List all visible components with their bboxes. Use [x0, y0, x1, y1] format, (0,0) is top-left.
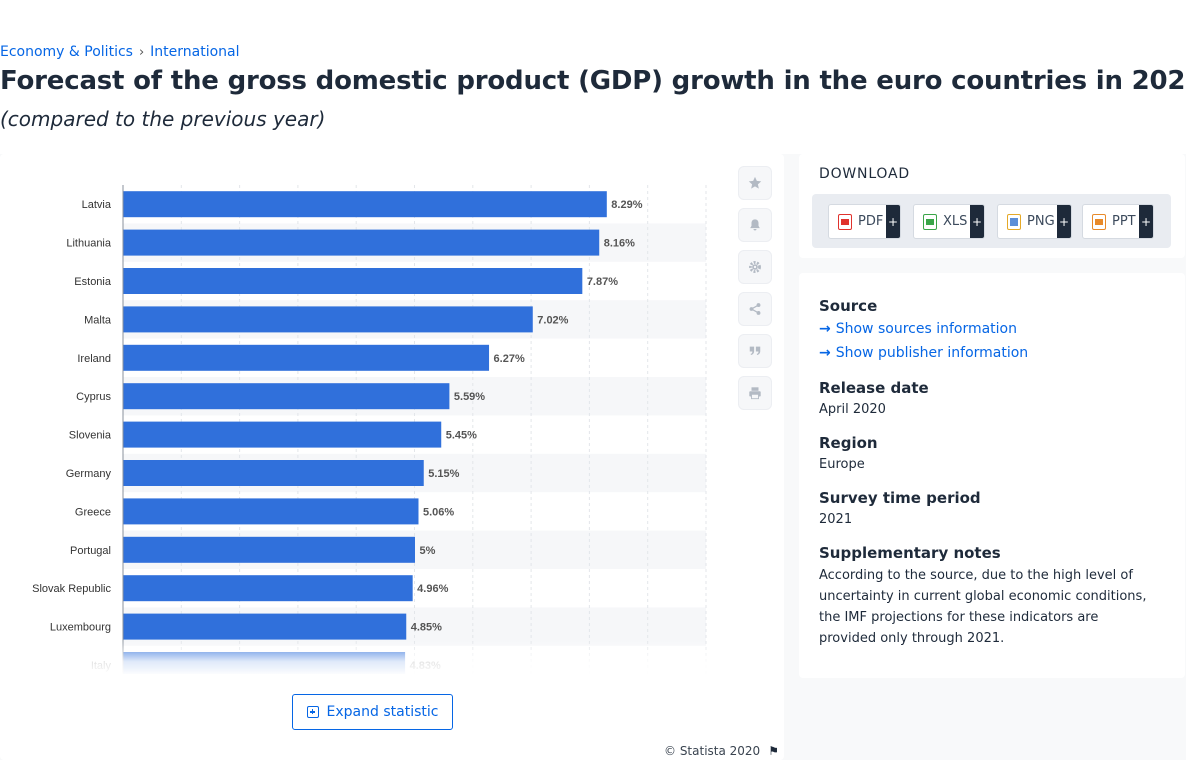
source-heading: Source	[819, 297, 878, 315]
bar-chart: Latvia 8.29% Lithuania 8.16% Estonia 7.87% Mal…	[32, 185, 707, 674]
breadcrumb: Economy & Politics › International	[0, 44, 240, 60]
category-label: Italy	[91, 660, 112, 672]
bar-slovenia	[123, 421, 442, 448]
supplementary-notes-text: According to the source, due to the high…	[819, 568, 1147, 646]
data-label: 7.87%	[587, 276, 618, 288]
top-bar	[0, 0, 1186, 38]
category-label: Ireland	[77, 353, 111, 365]
download-title: DOWNLOAD	[819, 166, 910, 182]
download-ppt-button[interactable]: PPT +	[1082, 204, 1154, 239]
data-label: 4.96%	[417, 583, 448, 595]
chart-toolbar	[738, 166, 772, 418]
bar-lithuania	[123, 229, 600, 256]
copyright: © Statista 2020 ⚑	[664, 744, 779, 758]
data-label: 5%	[420, 545, 436, 557]
page-title: Forecast of the gross domestic product (…	[0, 66, 1186, 96]
category-label: Germany	[66, 468, 112, 480]
expand-statistic-label: Expand statistic	[326, 704, 439, 720]
chart-card: Latvia 8.29% Lithuania 8.16% Estonia 7.87% Mal…	[0, 154, 784, 760]
bar-greece	[123, 498, 419, 525]
page-header	[0, 38, 1186, 154]
show-sources-link[interactable]: → Show sources information	[819, 321, 1017, 337]
bar-italy	[123, 652, 406, 674]
star-icon[interactable]	[738, 166, 772, 200]
page-subtitle: (compared to the previous year)	[0, 107, 326, 131]
show-sources-label: Show sources information	[835, 321, 1017, 337]
download-png-button[interactable]: PNG +	[997, 204, 1072, 239]
data-label: 7.02%	[537, 314, 568, 326]
bell-icon[interactable]	[738, 208, 772, 242]
category-label: Malta	[84, 314, 112, 326]
ppt-file-icon	[1092, 213, 1106, 230]
breadcrumb-item-economy[interactable]: Economy & Politics	[0, 44, 133, 60]
data-label: 5.15%	[428, 468, 459, 480]
data-label: 5.59%	[454, 391, 485, 403]
xls-file-icon	[923, 213, 937, 230]
breadcrumb-separator: ›	[138, 44, 145, 60]
expand-statistic-button[interactable]: Expand statistic	[292, 694, 453, 730]
data-label: 8.29%	[611, 199, 642, 211]
download-xls-label: XLS	[943, 214, 968, 229]
category-label: Latvia	[82, 199, 112, 211]
data-label: 6.27%	[494, 353, 525, 365]
category-label: Slovenia	[69, 430, 112, 442]
category-label: Portugal	[70, 545, 111, 557]
show-publisher-label: Show publisher information	[835, 345, 1029, 361]
bar-slovak-republic	[123, 575, 413, 602]
category-label: Lithuania	[66, 238, 112, 250]
region-value: Europe	[819, 457, 865, 472]
download-ppt-label: PPT	[1112, 214, 1136, 229]
download-card: DOWNLOAD PDF + XLS + PNG + PPT +	[799, 154, 1185, 258]
data-label: 8.16%	[604, 238, 635, 250]
breadcrumb-item-international[interactable]: International	[150, 44, 240, 60]
download-xls-button[interactable]: XLS +	[913, 204, 985, 239]
data-label: 4.83%	[410, 660, 441, 672]
bar-ireland	[123, 344, 490, 371]
show-publisher-link[interactable]: → Show publisher information	[819, 345, 1028, 361]
download-pdf-button[interactable]: PDF +	[828, 204, 901, 239]
download-png-label: PNG	[1027, 214, 1055, 229]
download-png-plus: +	[1057, 205, 1071, 238]
supplementary-notes-heading: Supplementary notes	[819, 544, 1001, 562]
flag-icon[interactable]: ⚑	[768, 744, 779, 758]
copyright-text: © Statista 2020	[664, 744, 761, 758]
download-xls-plus: +	[970, 205, 984, 238]
category-label: Slovak Republic	[32, 583, 111, 595]
info-card: Source → Show sources information → Show…	[799, 273, 1185, 678]
bar-malta	[123, 306, 533, 333]
data-label: 5.45%	[446, 430, 477, 442]
bar-luxembourg	[123, 613, 407, 640]
region-heading: Region	[819, 434, 878, 452]
arrow-right-icon: →	[819, 321, 831, 337]
bar-germany	[123, 460, 424, 486]
category-label: Estonia	[74, 276, 112, 288]
release-date-value: April 2020	[819, 402, 886, 417]
bar-cyprus	[123, 383, 450, 410]
bar-portugal	[123, 536, 415, 563]
pdf-file-icon	[838, 213, 852, 230]
download-pdf-plus: +	[886, 205, 900, 238]
category-label: Greece	[75, 506, 111, 518]
survey-period-heading: Survey time period	[819, 489, 981, 507]
download-buttons: PDF + XLS + PNG + PPT +	[812, 194, 1171, 248]
category-label: Luxembourg	[50, 622, 111, 634]
quote-icon[interactable]	[738, 334, 772, 368]
print-icon[interactable]	[738, 376, 772, 410]
gear-icon[interactable]	[738, 250, 772, 284]
data-label: 5.06%	[423, 506, 454, 518]
arrow-right-icon: →	[819, 345, 831, 361]
png-file-icon	[1007, 213, 1021, 230]
category-label: Cyprus	[76, 391, 111, 403]
bar-latvia	[123, 191, 607, 218]
release-date-heading: Release date	[819, 379, 929, 397]
bar-estonia	[123, 268, 583, 294]
survey-period-value: 2021	[819, 512, 853, 527]
expand-icon	[306, 706, 319, 718]
data-label: 4.85%	[411, 622, 442, 634]
share-icon[interactable]	[738, 292, 772, 326]
download-pdf-label: PDF	[858, 214, 884, 229]
download-ppt-plus: +	[1139, 205, 1153, 238]
